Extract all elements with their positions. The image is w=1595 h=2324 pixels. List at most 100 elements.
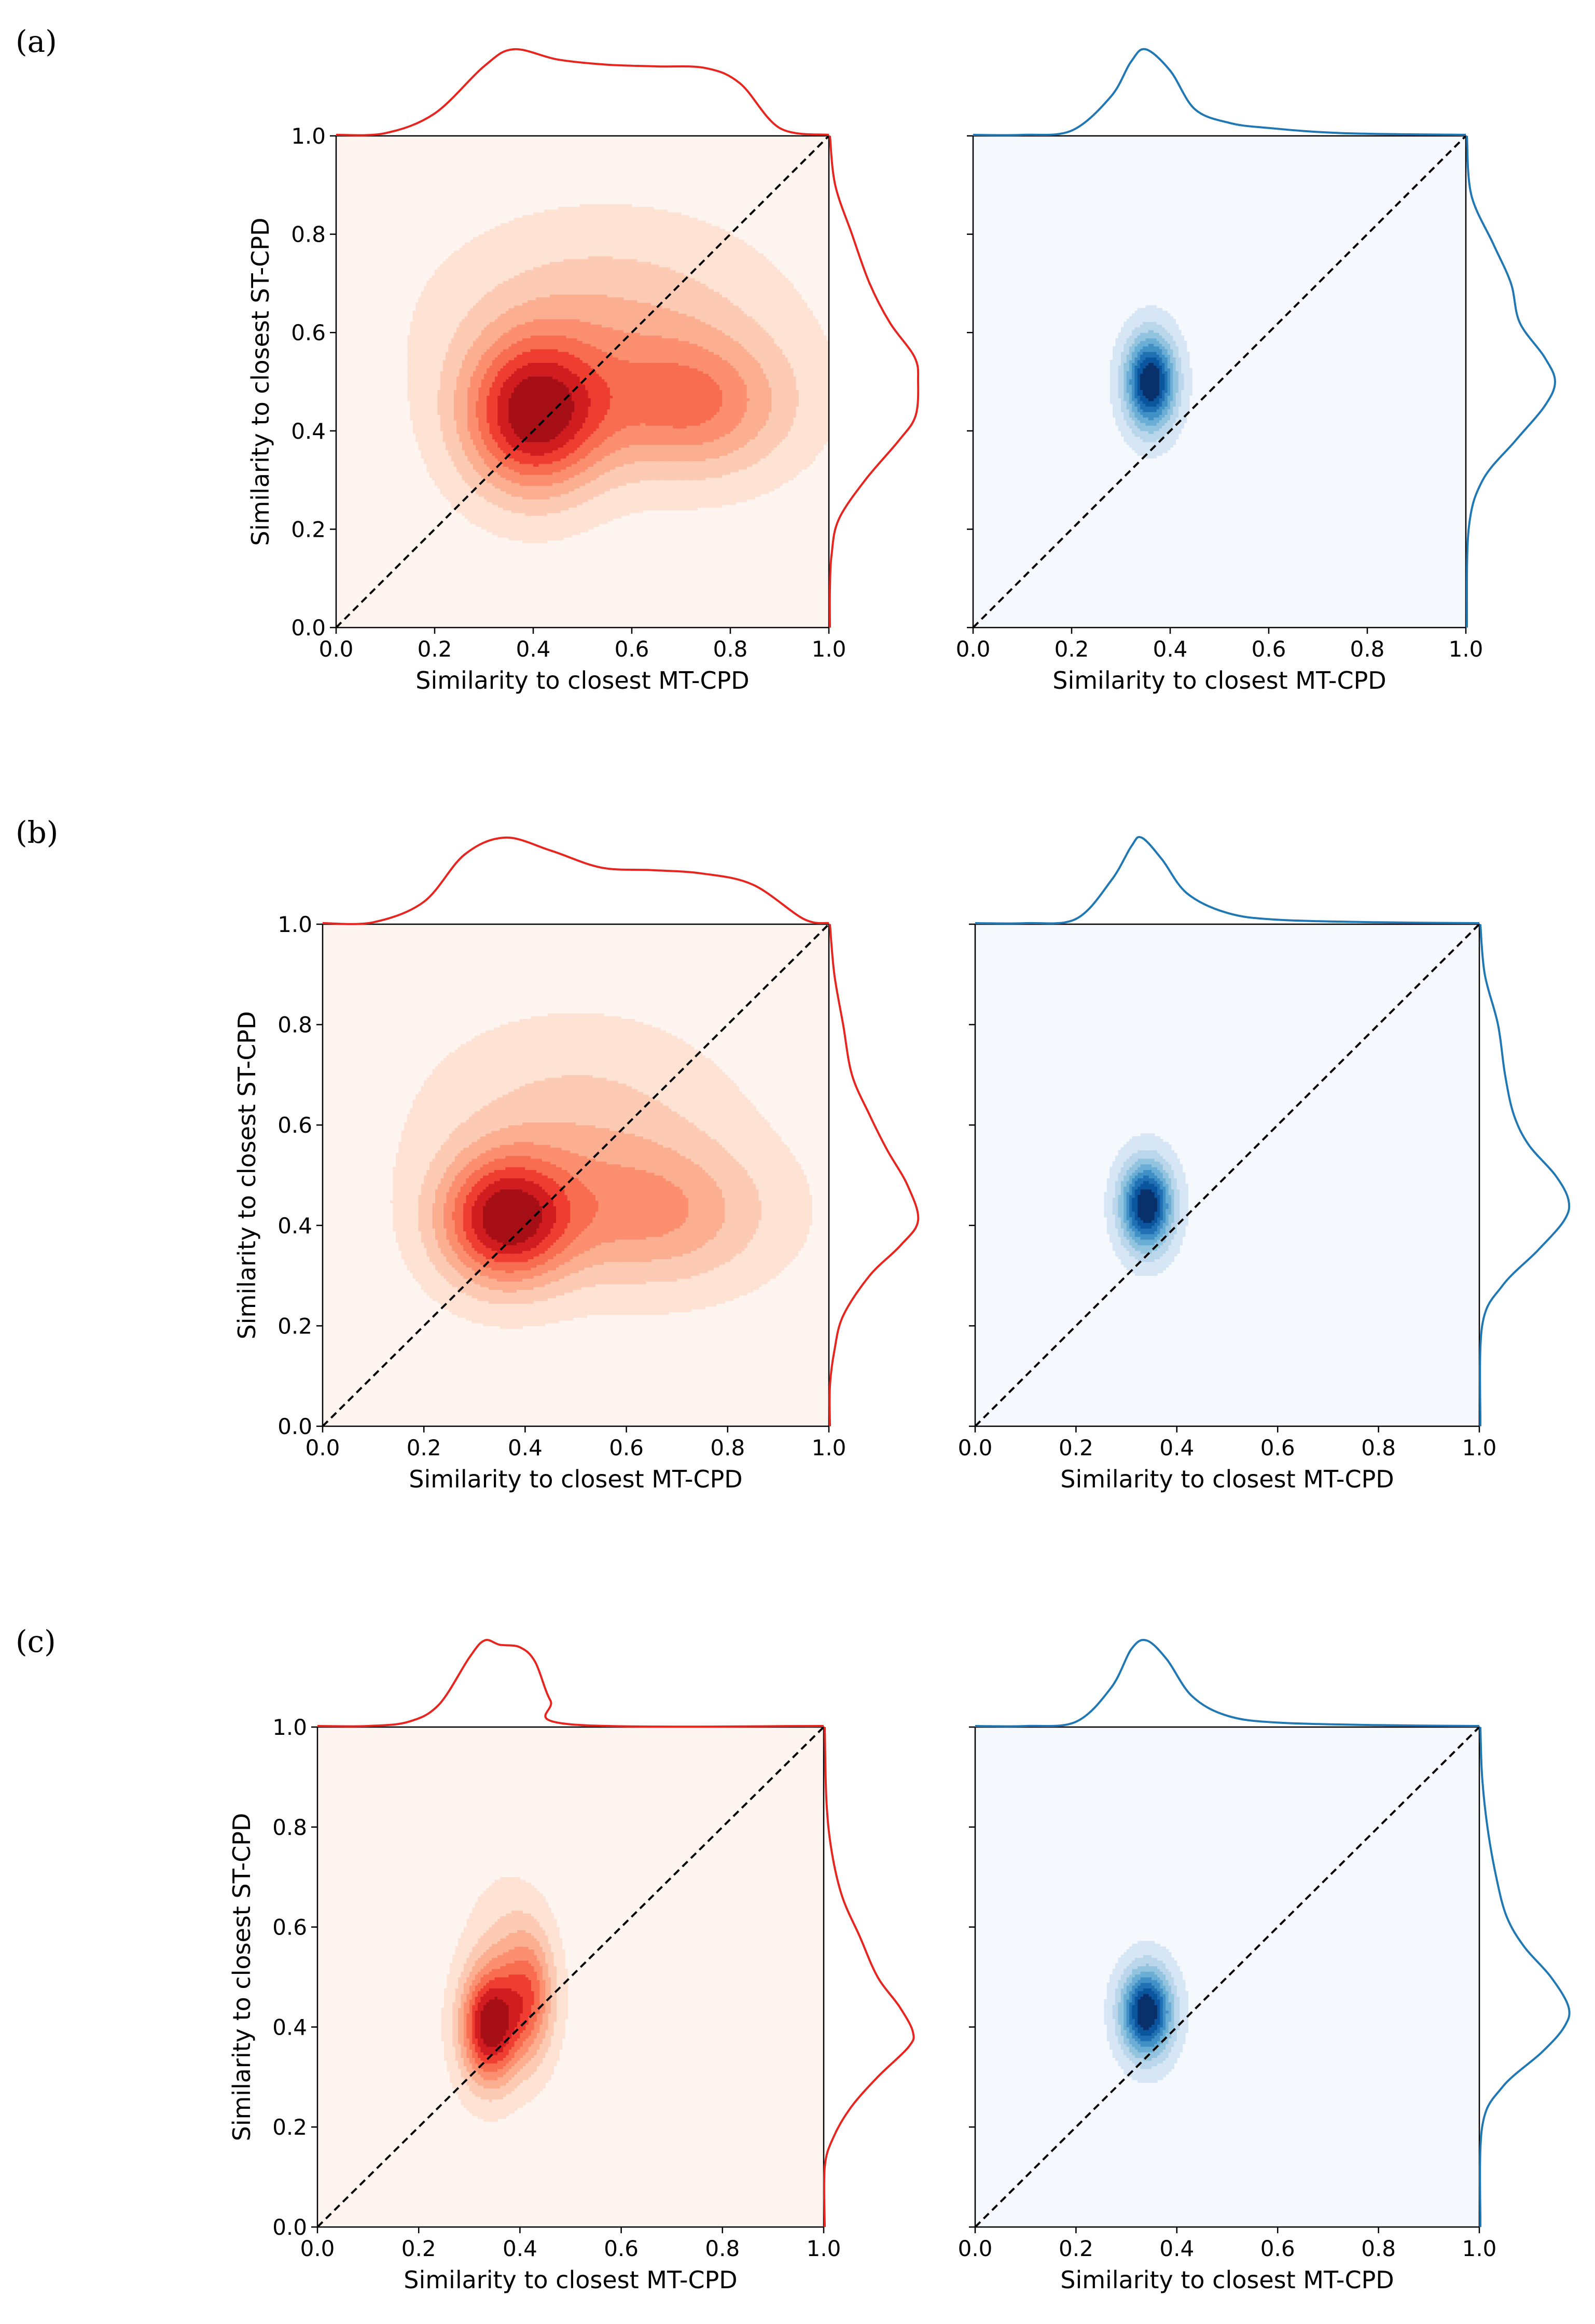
- x-tick-label: 0.6: [1252, 636, 1286, 662]
- x-tick-label: 0.6: [1260, 1435, 1295, 1460]
- kde-density: [1104, 1941, 1188, 2083]
- x-tick-label: 0.0: [300, 2236, 335, 2261]
- y-tick-label: 0.8: [278, 1012, 312, 1038]
- y-tick-label: 0.2: [291, 517, 326, 542]
- kde-density: [407, 204, 829, 544]
- marginal-y-curve: [1465, 135, 1557, 628]
- kde-density: [390, 1013, 813, 1329]
- y-tick-label: 0.8: [272, 1815, 307, 1840]
- x-tick-label: 0.0: [319, 636, 354, 662]
- y-tick-label: 0.8: [291, 222, 326, 247]
- x-tick-label: 1.0: [1449, 636, 1483, 662]
- marginal-y-curve: [828, 924, 920, 1427]
- diagonal-line: [972, 135, 1467, 629]
- x-tick-label: 1.0: [1462, 1435, 1497, 1460]
- axes-background: [975, 924, 1479, 1426]
- x-tick-label: 0.2: [407, 1435, 441, 1460]
- x-tick-label: 0.2: [418, 636, 452, 662]
- marginal-x-curve: [973, 48, 1466, 136]
- x-tick-label: 0.4: [1159, 2236, 1194, 2261]
- x-axis-label: Similarity to closest MT-CPD: [1060, 2266, 1394, 2294]
- y-tick-label: 1.0: [291, 123, 326, 149]
- kde-density: [1104, 1133, 1188, 1276]
- marginal-x-curve: [975, 836, 1480, 925]
- y-tick-label: 0.4: [278, 1213, 312, 1238]
- axes-frame: [974, 1726, 1480, 2228]
- jointplot-2: 0.0 0.2 0.4 0.6 0.8 1.0 Similarity to closest …: [956, 48, 1557, 694]
- x-tick-label: 0.0: [306, 1435, 340, 1460]
- x-tick-label: 0.8: [1361, 2236, 1396, 2261]
- marginal-x-curve: [322, 836, 829, 925]
- marginal-x-curve: [336, 48, 829, 136]
- y-tick-label: 1.0: [278, 912, 312, 937]
- y-axis-label: Similarity to closest ST-CPD: [228, 1813, 256, 2141]
- x-axis-label: Similarity to closest MT-CPD: [409, 1465, 742, 1493]
- jointplot-4: 0.0 0.2 0.4 0.6 0.8 1.0 Similarity to closest …: [958, 836, 1571, 1493]
- panel-label-a: (a): [16, 24, 57, 59]
- x-tick-label: 0.0: [958, 2236, 993, 2261]
- y-axis-label: Similarity to closest ST-CPD: [246, 218, 274, 546]
- x-tick-label: 1.0: [1462, 2236, 1497, 2261]
- jointplot-3: 0.0 0.2 0.4 0.6 0.8 1.0 0.0 0.2 0.4 0.6 0.8 1.0 Simi…: [233, 836, 920, 1493]
- y-axis-label: Similarity to closest ST-CPD: [233, 1011, 261, 1340]
- axes-frame: [972, 135, 1467, 629]
- x-tick-label: 0.2: [1059, 1435, 1093, 1460]
- x-tick-label: 0.0: [958, 1435, 993, 1460]
- x-tick-label: 0.2: [1059, 2236, 1093, 2261]
- x-tick-label: 0.2: [1055, 636, 1089, 662]
- x-axis-label: Similarity to closest MT-CPD: [1052, 666, 1386, 694]
- x-axis-label: Similarity to closest MT-CPD: [1060, 1465, 1394, 1493]
- axes-frame: [335, 135, 830, 629]
- panel-label-c: (c): [16, 1624, 56, 1659]
- marginal-y-curve: [828, 135, 920, 628]
- y-tick-label: 0.4: [291, 419, 326, 444]
- x-tick-label: 0.6: [609, 1435, 644, 1460]
- y-tick-label: 0.0: [278, 1414, 312, 1439]
- x-tick-label: 0.4: [508, 1435, 543, 1460]
- axes-background: [317, 1727, 824, 2227]
- y-tick-label: 0.0: [291, 615, 326, 641]
- kde-density: [1109, 305, 1192, 459]
- x-tick-label: 1.0: [807, 2236, 841, 2261]
- x-tick-label: 0.4: [1153, 636, 1188, 662]
- panel-label-b: (b): [16, 815, 58, 850]
- x-tick-label: 0.6: [604, 2236, 639, 2261]
- marginal-y-curve: [1479, 1727, 1571, 2228]
- axes-frame: [322, 923, 830, 1427]
- axes-frame: [316, 1726, 825, 2228]
- x-tick-label: 0.8: [705, 2236, 740, 2261]
- x-tick-label: 0.4: [1159, 1435, 1194, 1460]
- x-tick-label: 0.8: [1350, 636, 1385, 662]
- diagonal-line: [335, 135, 830, 629]
- x-tick-label: 1.0: [812, 636, 847, 662]
- y-tick-label: 0.0: [272, 2215, 307, 2240]
- jointplot-1: 0.0 0.2 0.4 0.6 0.8 1.0 0.0 0.2 0.4 0.6 0.8 1.0 Simi…: [246, 48, 920, 694]
- x-tick-label: 0.8: [713, 636, 748, 662]
- y-tick-label: 0.6: [278, 1112, 312, 1138]
- x-tick-label: 0.6: [1260, 2236, 1295, 2261]
- x-tick-label: 0.2: [401, 2236, 436, 2261]
- x-tick-label: 0.6: [615, 636, 649, 662]
- marginal-y-curve: [823, 1727, 915, 2228]
- marginal-y-curve: [1479, 924, 1571, 1427]
- jointplot-6: 0.0 0.2 0.4 0.6 0.8 1.0 Similarity to closest …: [958, 1639, 1571, 2294]
- y-tick-label: 0.6: [291, 320, 326, 345]
- diagonal-line: [974, 1726, 1480, 2228]
- x-tick-label: 0.4: [516, 636, 551, 662]
- y-tick-label: 0.4: [272, 2014, 307, 2040]
- x-tick-label: 1.0: [812, 1435, 847, 1460]
- x-axis-label: Similarity to closest MT-CPD: [404, 2266, 737, 2294]
- axes-frame: [974, 923, 1480, 1427]
- marginal-x-curve: [317, 1639, 824, 1728]
- x-tick-label: 0.4: [503, 2236, 537, 2261]
- y-tick-label: 0.6: [272, 1915, 307, 1940]
- y-tick-label: 1.0: [272, 1715, 307, 1740]
- marginal-x-curve: [975, 1639, 1480, 1728]
- x-tick-label: 0.0: [956, 636, 991, 662]
- y-tick-label: 0.2: [278, 1313, 312, 1339]
- x-tick-label: 0.8: [710, 1435, 745, 1460]
- jointplot-5: 0.0 0.2 0.4 0.6 0.8 1.0 0.0 0.2 0.4 0.6 0.8 1.0 Simi…: [228, 1639, 915, 2294]
- y-tick-label: 0.2: [272, 2114, 307, 2140]
- x-tick-label: 0.8: [1361, 1435, 1396, 1460]
